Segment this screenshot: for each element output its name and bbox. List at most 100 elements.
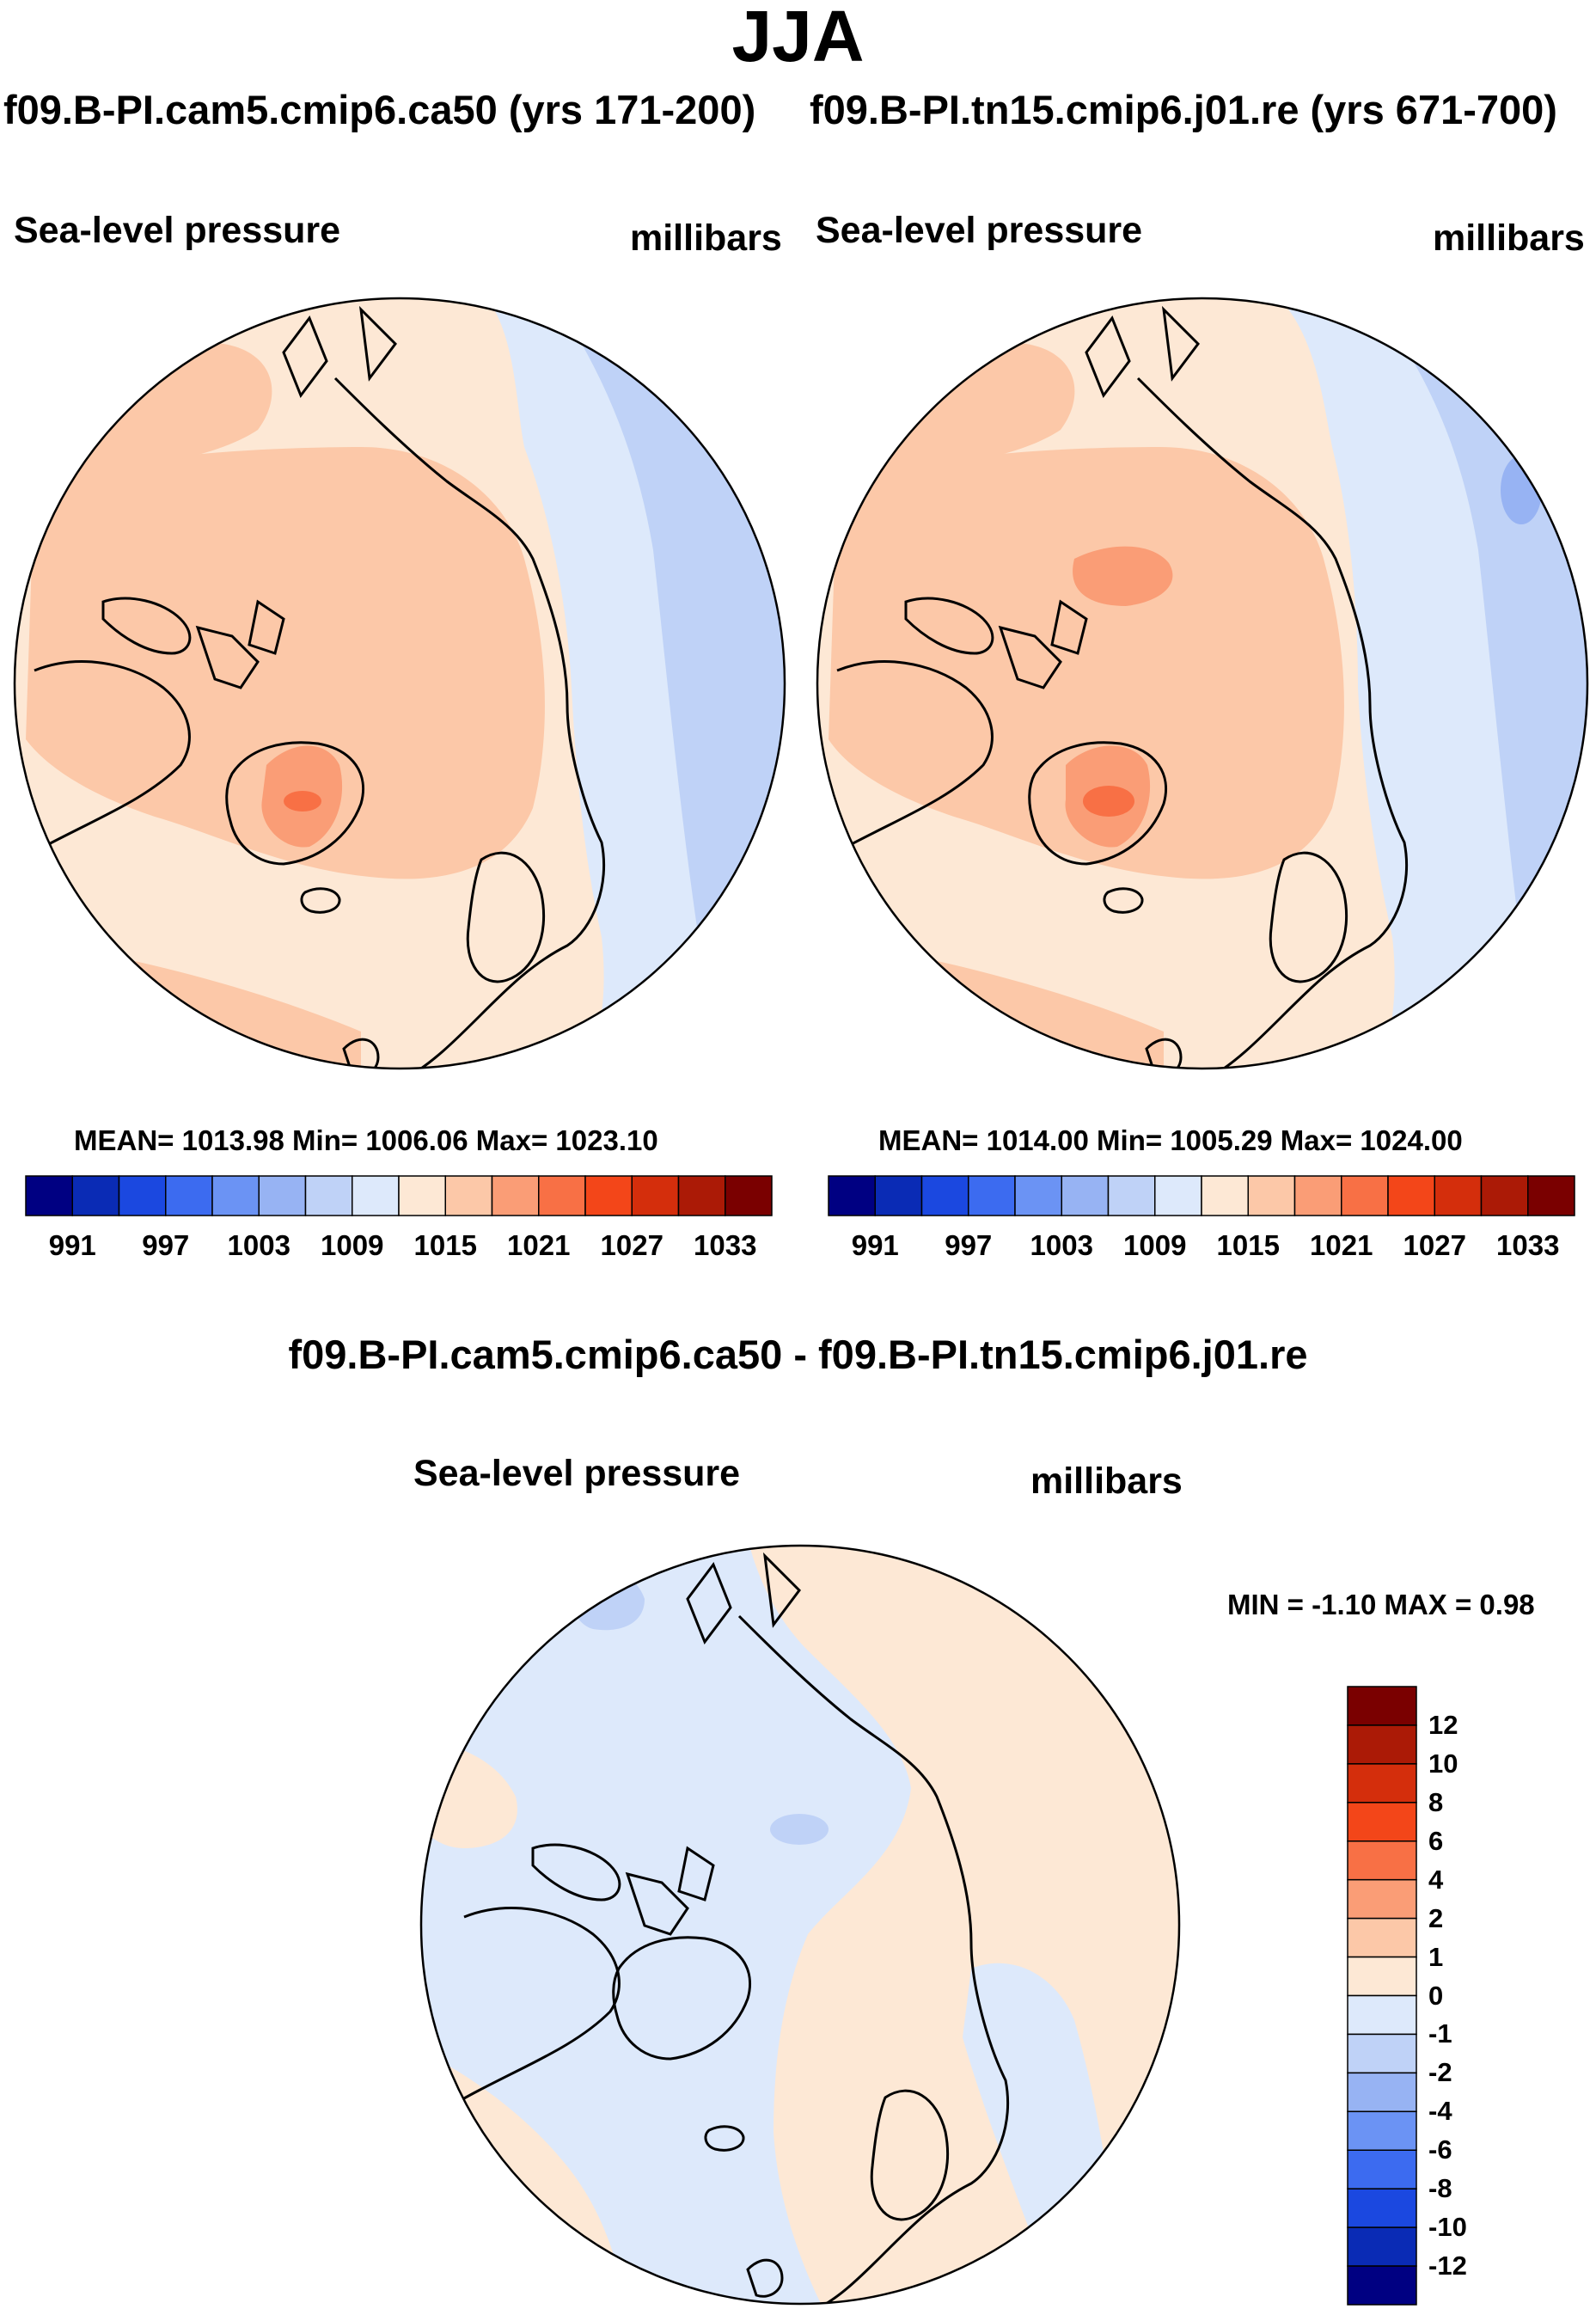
panel1-colorbar-cell [398,1175,446,1216]
panel3-stats: MIN = -1.10 MAX = 0.98 [1227,1589,1535,1620]
panel2-colorbar-tick: 1021 [1310,1229,1373,1261]
panel1-coastline-iceland [300,887,341,914]
panel3-colorbar-cell [1347,1994,1417,2036]
panel3-coastline-iceland [704,2125,745,2152]
panel2-colorbar-cell [1293,1175,1342,1216]
panel3-colorbar-cell [1347,1956,1417,1997]
panel1-colorbar-cell [118,1175,167,1216]
panel2-colorbar-cell [920,1175,969,1216]
panel1-colorbar-tick: 997 [142,1229,190,1261]
panel2-colorbar-tick: 1009 [1123,1229,1187,1261]
panel3-colorbar-cell [1347,2072,1417,2113]
panel1-colorbar-cell [352,1175,400,1216]
panel3-colorbar-cell [1347,1840,1417,1881]
panel3-field-minus1-east [963,1963,1109,2235]
panel3-colorbar-tick: 0 [1428,1980,1444,2011]
panel2-colorbar-tick: 1027 [1403,1229,1466,1261]
panel1-map [15,298,785,1069]
panel3-map [421,1546,1179,2304]
panel3-colorbar-cell [1347,2188,1417,2228]
panel3-colorbar-tick: -12 [1428,2251,1467,2281]
panel2-colorbar-tick: 991 [851,1229,899,1261]
panel2-coastline-alaska [1085,305,1200,399]
panel2-field-1024-greenland [1083,786,1134,817]
panel2-coastline-north-america [823,597,1088,861]
panel3-variable-label: Sea-level pressure [413,1453,741,1494]
panel1-colorbar-cell [538,1175,586,1216]
panel1-field-1024-greenland [284,791,321,811]
panel3-colorbar-cell [1347,2226,1417,2267]
panel3-colorbar-tick: -8 [1428,2173,1452,2204]
panel3-units-label: millibars [1030,1461,1183,1502]
panel3-colorbar-cell [1347,1686,1417,1726]
panel3-colorbar-cell [1347,1917,1417,1958]
panel1-colorbar-tick: 991 [48,1229,96,1261]
panel2-field-1021-arctic [1073,546,1173,606]
panel3-colorbar-tick: 4 [1428,1864,1444,1895]
panel1-colorbar-cell [304,1175,353,1216]
panel1-coastline-greenland [225,741,365,866]
panel2-units-label: millibars [1433,217,1585,259]
panel3-colorbar-tick: 1 [1428,1941,1444,1972]
panel3-colorbar-cell [1347,2110,1417,2151]
run-a-title: f09.B-PI.cam5.cmip6.ca50 (yrs 171-200) [3,87,756,132]
panel1-colorbar-cell [491,1175,540,1216]
panel3-colorbar-tick: 8 [1428,1786,1444,1817]
panel2-colorbar-cell [1480,1175,1529,1216]
panel2-colorbar-cell [1107,1175,1156,1216]
panel1-colorbar-cell [584,1175,633,1216]
panel3-field-minus2-center [770,1814,829,1845]
panel3-coastline-eurasia [737,1614,1010,2304]
panel3-colorbar-cell [1347,1724,1417,1765]
panel3-colorbar-tick: 10 [1428,1748,1458,1779]
panel3-colorbar-tick: -4 [1428,2096,1452,2127]
panel2-colorbar-tick: 997 [945,1229,993,1261]
panel2-colorbar [828,1175,1575,1216]
panel2-coastline-iceland [1103,887,1144,914]
panel3-coastline-greenland [612,1936,752,2061]
panel2-variable-label: Sea-level pressure [816,210,1143,251]
panel2-colorbar-cell [1154,1175,1202,1216]
panel1-units-label: millibars [630,217,782,259]
panel2-colorbar-tick: 1033 [1496,1229,1560,1261]
difference-title: f09.B-PI.cam5.cmip6.ca50 - f09.B-PI.tn15… [288,1332,1308,1377]
run-b-title: f09.B-PI.tn15.cmip6.j01.re (yrs 671-700) [810,87,1557,132]
panel3-colorbar-tick: -1 [1428,2018,1452,2049]
panel2-colorbar-cell [1434,1175,1483,1216]
panel2-colorbar-tick: 1003 [1030,1229,1093,1261]
panel1-coastline-north-america [21,597,285,861]
panel1-colorbar-tick: 1027 [600,1229,663,1261]
panel3-colorbar-cell [1347,2033,1417,2074]
panel2-colorbar-cell [874,1175,923,1216]
panel2-colorbar-cell [1247,1175,1296,1216]
panel1-colorbar-cell [211,1175,260,1216]
panel1-coastline-alaska [282,305,397,399]
panel2-colorbar-cell [1527,1175,1575,1216]
panel3-colorbar [1347,1686,1417,2306]
panel2-colorbar-cell [1014,1175,1062,1216]
panel3-map-border [419,1544,1181,2306]
panel2-map-border [816,297,1589,1070]
panel3-colorbar-cell [1347,1763,1417,1804]
panel3-colorbar-cell [1347,1802,1417,1842]
panel3-colorbar-tick: -2 [1428,2057,1452,2088]
panel3-field-minus1-to-0 [421,1546,911,2304]
panel1-colorbar-cell [258,1175,307,1216]
panel2-colorbar-cell [1387,1175,1435,1216]
panel1-colorbar-tick: 1015 [413,1229,477,1261]
panel2-field-1018-arctic [829,447,1344,879]
panel1-field-1018-arctic [26,447,545,879]
panel1-colorbar-tick: 1009 [321,1229,384,1261]
panel1-colorbar-tick: 1021 [507,1229,571,1261]
panel1-variable-label: Sea-level pressure [14,210,341,251]
panel3-colorbar-tick: 2 [1428,1902,1444,1933]
panel1-colorbar-tick: 1003 [227,1229,290,1261]
panel1-coastline-eurasia [333,377,606,1069]
panel1-colorbar-cell [25,1175,73,1216]
panel3-colorbar-tick: 12 [1428,1709,1458,1740]
panel3-coastline-alaska [686,1552,801,1645]
panel1-stats: MEAN= 1013.98 Min= 1006.06 Max= 1023.10 [74,1124,658,1156]
season-title: JJA [731,0,865,77]
panel2-colorbar-cell [1061,1175,1110,1216]
